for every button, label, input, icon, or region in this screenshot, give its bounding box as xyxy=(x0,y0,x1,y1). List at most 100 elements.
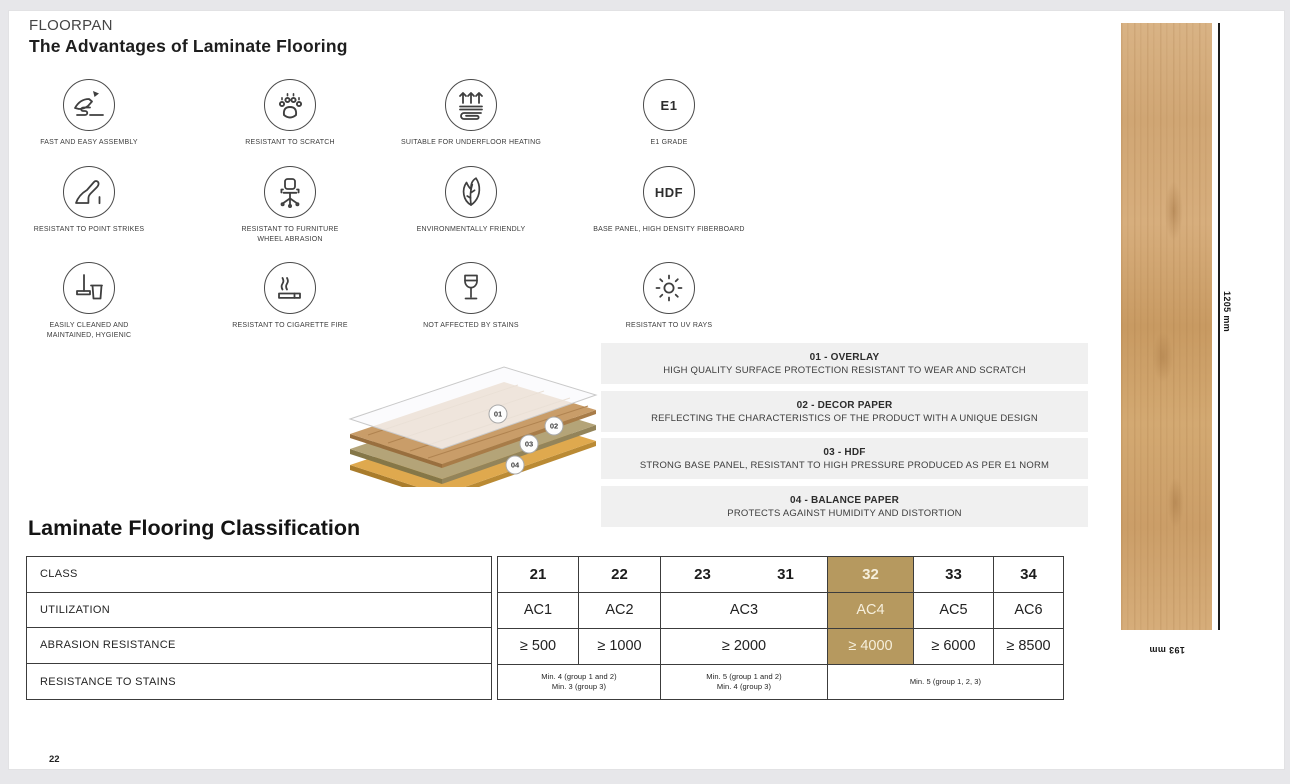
abrasion-cell: ≥ 500 xyxy=(497,627,579,665)
utilization-cell: AC1 xyxy=(497,591,579,629)
layer-chip-01: 01 xyxy=(494,410,502,419)
e1-badge-icon: E1 xyxy=(643,79,695,131)
layer-title: 02 - DECOR PAPER xyxy=(796,399,893,411)
advantage-label: RESISTANT TO FURNITURE WHEEL ABRASION xyxy=(241,226,339,243)
cigarette-icon xyxy=(264,262,316,314)
advantage-item: RESISTANT TO SCRATCH xyxy=(205,79,375,148)
plank-image xyxy=(1121,23,1212,630)
class-cell: 21 xyxy=(497,556,579,593)
office-chair-icon xyxy=(264,166,316,218)
catalog-page: FLOORPAN The Advantages of Laminate Floo… xyxy=(8,10,1285,770)
wine-glass-icon xyxy=(445,262,497,314)
class-cell-highlighted: 32 xyxy=(827,556,914,593)
layer-desc: REFLECTING THE CHARACTERISTICS OF THE PR… xyxy=(651,412,1038,424)
abrasion-cell: ≥ 1000 xyxy=(578,627,661,665)
utilization-cell: AC6 xyxy=(993,591,1064,629)
utilization-cell: AC2 xyxy=(578,591,661,629)
advantage-item: RESISTANT TO FURNITURE WHEEL ABRASION xyxy=(205,166,375,245)
layer-box-balance-paper: 04 - BALANCE PAPER PROTECTS AGAINST HUMI… xyxy=(601,486,1088,527)
stains-line: Min. 5 (group 1, 2, 3) xyxy=(909,676,982,686)
layer-chip-03: 03 xyxy=(525,440,533,449)
row-label-class: CLASS xyxy=(27,557,491,593)
stains-line: Min. 3 (group 3) xyxy=(551,681,607,691)
advantage-item: HDF BASE PANEL, HIGH DENSITY FIBERBOARD xyxy=(584,166,754,235)
leaf-icon xyxy=(445,166,497,218)
hdf-badge-icon: HDF xyxy=(643,166,695,218)
advantage-label: RESISTANT TO SCRATCH xyxy=(245,139,335,146)
advantage-item: EASILY CLEANED AND MAINTAINED, HYGIENIC xyxy=(4,262,174,341)
row-label-abrasion: ABRASION RESISTANCE xyxy=(27,628,491,664)
length-dimension-line xyxy=(1218,23,1220,630)
layer-box-decor-paper: 02 - DECOR PAPER REFLECTING THE CHARACTE… xyxy=(601,391,1088,432)
advantage-label: E1 GRADE xyxy=(650,139,688,146)
hdf-badge-text: HDF xyxy=(654,184,684,200)
advantage-label: EASILY CLEANED AND MAINTAINED, HYGIENIC xyxy=(46,322,132,339)
utilization-cell-highlighted: AC4 xyxy=(827,591,914,629)
advantage-item: RESISTANT TO UV RAYS xyxy=(584,262,754,331)
advantage-label: NOT AFFECTED BY STAINS xyxy=(423,322,519,329)
width-dimension-label: 193 mm xyxy=(1149,645,1185,655)
advantage-label: RESISTANT TO UV RAYS xyxy=(625,322,713,329)
class-row: 21 22 23 31 32 33 34 xyxy=(497,556,1064,593)
layer-box-hdf: 03 - HDF STRONG BASE PANEL, RESISTANT TO… xyxy=(601,438,1088,479)
layer-desc: HIGH QUALITY SURFACE PROTECTION RESISTAN… xyxy=(663,364,1026,376)
layer-chip-02: 02 xyxy=(550,422,558,431)
advantage-item: ENVIRONMENTALLY FRIENDLY xyxy=(386,166,556,235)
class-cell: 31 xyxy=(777,565,794,583)
utilization-row: AC1 AC2 AC3 AC4 AC5 AC6 xyxy=(497,591,1064,629)
layer-title: 01 - OVERLAY xyxy=(809,351,880,363)
e1-badge-text: E1 xyxy=(660,97,678,113)
stains-line: Min. 4 (group 3) xyxy=(716,681,772,691)
length-dimension-label: 1205 mm xyxy=(1222,291,1232,333)
advantage-label: FAST AND EASY ASSEMBLY xyxy=(40,139,138,146)
page-number: 22 xyxy=(49,754,60,765)
classification-tables: CLASS UTILIZATION ABRASION RESISTANCE RE… xyxy=(26,556,1064,701)
classification-row-labels: CLASS UTILIZATION ABRASION RESISTANCE RE… xyxy=(26,556,492,701)
class-cell: 33 xyxy=(913,556,994,593)
class-cell-merged: 23 31 xyxy=(660,556,828,593)
stains-row: Min. 4 (group 1 and 2) Min. 3 (group 3) … xyxy=(497,663,1064,701)
brand-name: FLOORPAN xyxy=(29,17,113,34)
layer-title: 03 - HDF xyxy=(823,446,866,458)
row-label-stains: RESISTANCE TO STAINS xyxy=(40,675,176,688)
stains-line: Min. 4 (group 1 and 2) xyxy=(541,671,617,681)
classification-values-table: 21 22 23 31 32 33 34 AC1 AC2 AC3 AC4 AC5… xyxy=(497,556,1064,701)
advantage-item: E1 E1 GRADE xyxy=(584,79,754,148)
layer-chip-04: 04 xyxy=(511,461,520,470)
abrasion-cell-highlighted: ≥ 4000 xyxy=(827,627,914,665)
sun-icon xyxy=(643,262,695,314)
advantage-label: SUITABLE FOR UNDERFLOOR HEATING xyxy=(400,139,542,146)
utilization-cell: AC5 xyxy=(913,591,994,629)
layer-title: 04 - BALANCE PAPER xyxy=(790,494,899,506)
advantage-item: RESISTANT TO POINT STRIKES xyxy=(4,166,174,235)
cleaning-icon xyxy=(63,262,115,314)
assembly-icon xyxy=(63,79,115,131)
layer-desc: STRONG BASE PANEL, RESISTANT TO HIGH PRE… xyxy=(639,459,1050,471)
class-cell: 22 xyxy=(578,556,661,593)
advantage-item: SUITABLE FOR UNDERFLOOR HEATING xyxy=(386,79,556,148)
abrasion-cell: ≥ 6000 xyxy=(913,627,994,665)
stains-line: Min. 5 (group 1 and 2) xyxy=(706,671,782,681)
layer-desc: PROTECTS AGAINST HUMIDITY AND DISTORTION xyxy=(727,507,962,519)
advantage-item: NOT AFFECTED BY STAINS xyxy=(386,262,556,331)
abrasion-cell: ≥ 8500 xyxy=(993,627,1064,665)
utilization-cell: AC3 xyxy=(660,591,828,629)
class-cell: 34 xyxy=(993,556,1064,593)
advantage-item: RESISTANT TO CIGARETTE FIRE xyxy=(205,262,375,331)
advantage-label: BASE PANEL, HIGH DENSITY FIBERBOARD xyxy=(593,226,745,233)
layer-diagram: 01 02 03 04 xyxy=(348,363,600,500)
advantage-item: FAST AND EASY ASSEMBLY xyxy=(4,79,174,148)
abrasion-row: ≥ 500 ≥ 1000 ≥ 2000 ≥ 4000 ≥ 6000 ≥ 8500 xyxy=(497,627,1064,665)
class-cell: 23 xyxy=(694,565,711,583)
abrasion-cell: ≥ 2000 xyxy=(660,627,828,665)
page-title: The Advantages of Laminate Flooring xyxy=(29,36,348,56)
underfloor-heating-icon xyxy=(445,79,497,131)
paw-icon xyxy=(264,79,316,131)
stains-cell: Min. 4 (group 1 and 2) Min. 3 (group 3) xyxy=(497,663,661,701)
advantage-label: ENVIRONMENTALLY FRIENDLY xyxy=(416,226,526,233)
high-heel-icon xyxy=(63,166,115,218)
stains-cell: Min. 5 (group 1 and 2) Min. 4 (group 3) xyxy=(660,663,828,701)
advantage-label: RESISTANT TO POINT STRIKES xyxy=(33,226,145,233)
classification-title: Laminate Flooring Classification xyxy=(28,516,361,540)
layer-box-overlay: 01 - OVERLAY HIGH QUALITY SURFACE PROTEC… xyxy=(601,343,1088,384)
